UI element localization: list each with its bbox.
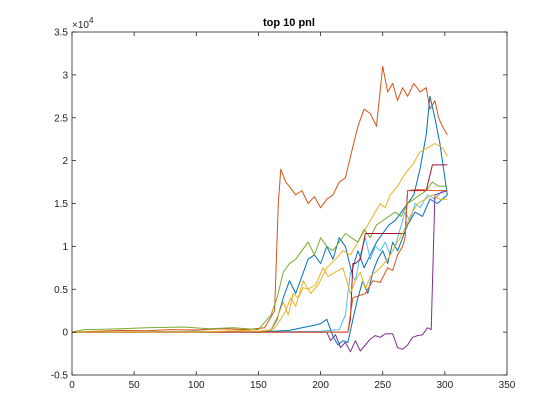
x-tick-label: 100 bbox=[188, 380, 205, 391]
y-tick-label: -0.5 bbox=[51, 371, 69, 382]
y-tick-label: 2.5 bbox=[54, 113, 68, 124]
plot-area-frame bbox=[71, 31, 508, 376]
y-tick-label: 1 bbox=[62, 242, 68, 253]
svg-text:×104: ×104 bbox=[72, 16, 94, 31]
y-tick-label: 3.5 bbox=[54, 28, 68, 39]
series-line-3 bbox=[71, 143, 448, 333]
x-tick-label: 0 bbox=[69, 380, 75, 391]
series-line-2 bbox=[72, 95, 448, 333]
x-tick-label: 250 bbox=[374, 380, 391, 391]
x-tick-label: 300 bbox=[437, 380, 454, 391]
plot-series bbox=[71, 65, 448, 353]
y-exponent-base: ×10 bbox=[72, 20, 89, 31]
x-axis: 0 50 100 150 200 250 300 350 bbox=[69, 32, 516, 391]
series-line-10 bbox=[72, 194, 448, 333]
y-axis: -0.5 0 0.5 1 1.5 2 2.5 3 3.5 bbox=[51, 28, 507, 382]
x-tick-label: 50 bbox=[129, 380, 141, 391]
y-tick-label: 3 bbox=[62, 70, 68, 81]
chart-title: top 10 pnl bbox=[263, 17, 315, 29]
series-line-5 bbox=[71, 190, 448, 333]
x-tick-label: 350 bbox=[499, 380, 516, 391]
series-line-1 bbox=[71, 65, 448, 333]
series-line-9 bbox=[72, 189, 448, 333]
x-tick-label: 200 bbox=[312, 380, 329, 391]
y-tick-label: 2 bbox=[62, 156, 68, 167]
y-tick-label: 0 bbox=[62, 328, 68, 339]
y-tick-label: 1.5 bbox=[54, 199, 68, 210]
y-tick-label: 0.5 bbox=[54, 285, 68, 296]
y-exponent-power: 4 bbox=[89, 16, 94, 25]
y-exponent: ×104 bbox=[72, 16, 94, 31]
series-line-7 bbox=[72, 190, 448, 353]
x-tick-label: 150 bbox=[250, 380, 267, 391]
series-line-4 bbox=[71, 181, 448, 333]
